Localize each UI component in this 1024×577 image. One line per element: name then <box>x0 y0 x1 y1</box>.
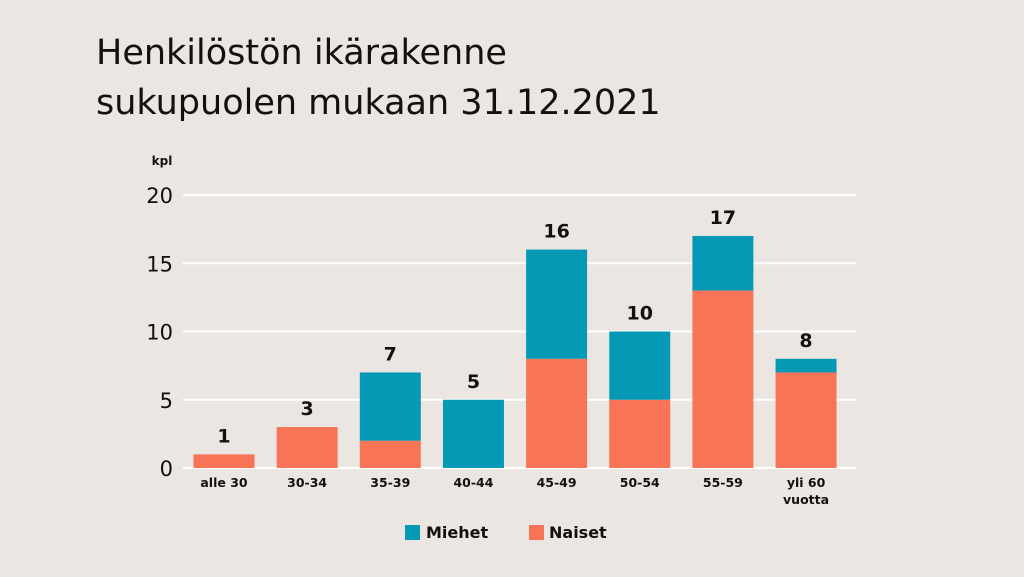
bar-naiset-6 <box>692 290 754 468</box>
bar-miehet-3 <box>442 399 504 468</box>
bar-naiset-4 <box>526 358 588 468</box>
x-tick-label: 45-49 <box>537 475 577 490</box>
x-tick-label: vuotta <box>783 492 829 507</box>
bar-total-label: 5 <box>467 371 480 393</box>
bar-total-label: 10 <box>627 303 653 325</box>
bar-total-label: 1 <box>217 425 230 447</box>
legend-swatch-miehet <box>405 525 420 540</box>
bar-miehet-6 <box>692 235 754 291</box>
bar-naiset-7 <box>775 372 837 468</box>
y-tick-label: 5 <box>160 389 173 413</box>
x-tick-label: 55-59 <box>703 475 743 490</box>
chart-title-line-1: Henkilöstön ikärakenne <box>96 33 507 73</box>
bar-naiset-5 <box>609 399 671 468</box>
x-tick-label: yli 60 <box>787 475 826 490</box>
legend-label-naiset: Naiset <box>549 523 607 542</box>
x-tick-label: alle 30 <box>200 475 248 490</box>
bar-naiset-1 <box>276 427 338 468</box>
bar-total-label: 3 <box>301 398 314 420</box>
legend-label-miehet: Miehet <box>426 523 489 542</box>
bar-miehet-4 <box>526 249 588 359</box>
legend-swatch-naiset <box>529 525 544 540</box>
x-tick-label: 35-39 <box>370 475 410 490</box>
bar-naiset-2 <box>359 440 421 468</box>
x-tick-label: 50-54 <box>620 475 660 490</box>
bar-total-label: 8 <box>799 330 812 352</box>
bar-total-label: 17 <box>710 207 736 229</box>
y-tick-label: 15 <box>146 252 173 276</box>
bar-total-label: 16 <box>543 221 569 243</box>
y-tick-label: 20 <box>146 184 173 208</box>
y-tick-label: 0 <box>160 457 173 481</box>
bar-total-label: 7 <box>384 343 397 365</box>
bar-miehet-2 <box>359 372 421 441</box>
bar-miehet-7 <box>775 358 837 373</box>
x-tick-label: 40-44 <box>453 475 493 490</box>
bar-miehet-5 <box>609 331 671 400</box>
chart-title-line-2: sukupuolen mukaan 31.12.2021 <box>96 83 661 123</box>
y-tick-label: 10 <box>146 321 173 345</box>
bar-naiset-0 <box>193 454 255 468</box>
x-tick-label: 30-34 <box>287 475 327 490</box>
chart-title: Henkilöstön ikärakenne sukupuolen mukaan… <box>96 28 896 128</box>
y-axis-unit-label: kpl <box>152 154 173 168</box>
